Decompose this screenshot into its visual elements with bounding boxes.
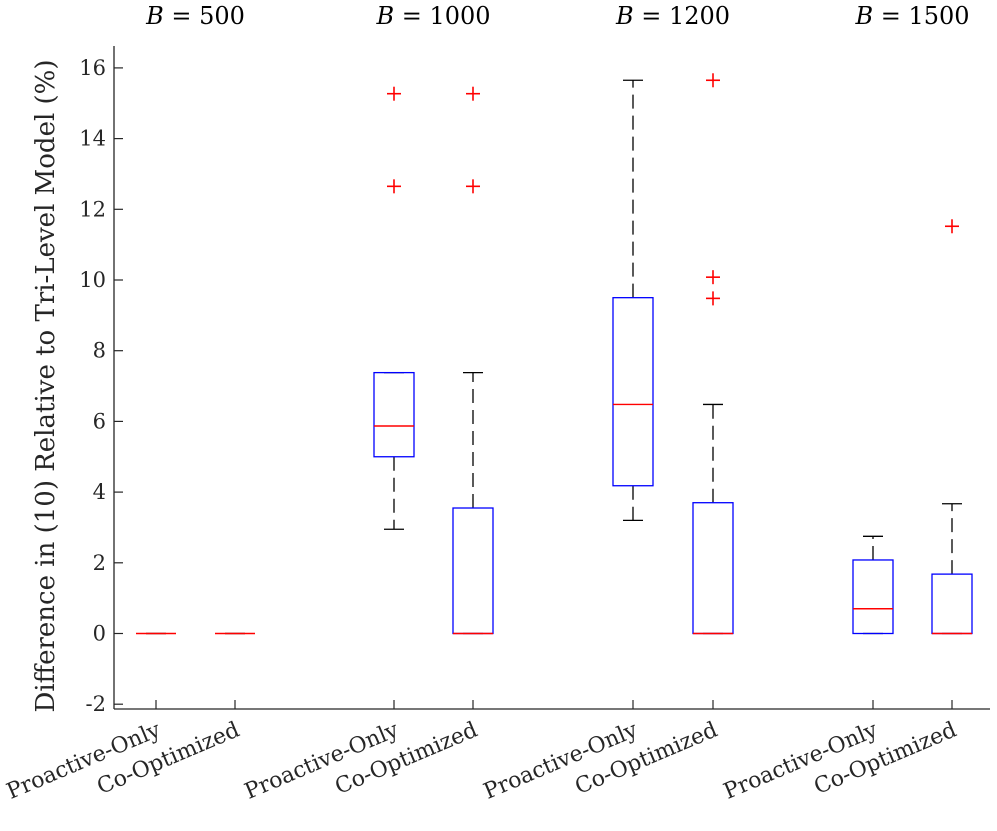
group-title-var: B xyxy=(375,2,394,30)
y-tick-label: 4 xyxy=(93,480,106,504)
y-tick-label: 16 xyxy=(79,56,106,80)
outlier-marker xyxy=(706,270,720,285)
box-iqr xyxy=(612,297,654,487)
group-titles: B = 500 B = 1000 B = 1200 B = 1500 xyxy=(145,2,969,30)
group-title-eq: = xyxy=(634,2,669,30)
outlier-marker xyxy=(387,86,401,101)
y-tick-label: 8 xyxy=(93,339,106,363)
y-axis: -2 0 2 4 6 8 10 12 14 16 xyxy=(79,46,123,716)
box-iqr xyxy=(452,507,494,635)
outlier-marker xyxy=(706,73,720,88)
box-iqr xyxy=(852,559,894,635)
group-title-eq: = xyxy=(394,2,429,30)
y-axis-label: Difference in (10) Relative to Tri-Level… xyxy=(31,59,61,712)
group-title: B = 1000 xyxy=(375,2,490,30)
outlier-marker xyxy=(387,179,401,194)
group-title-var: B xyxy=(145,2,164,30)
box-iqr xyxy=(931,573,973,635)
group-title-var: B xyxy=(615,2,634,30)
box-iqr xyxy=(692,502,734,635)
y-tick-label: 2 xyxy=(93,551,106,575)
y-tick-label: 6 xyxy=(93,409,106,433)
group-title: B = 500 xyxy=(145,2,245,30)
outlier-marker xyxy=(466,179,480,194)
y-tick-label: 10 xyxy=(79,268,106,292)
y-tick-label: 12 xyxy=(79,197,106,221)
y-tick-label: -2 xyxy=(86,692,106,716)
outlier-marker xyxy=(466,86,480,101)
outlier-marker xyxy=(945,219,959,234)
group-title-value: 1500 xyxy=(908,2,969,30)
group-title-eq: = xyxy=(873,2,908,30)
plot-area xyxy=(136,73,973,635)
group-title-eq: = xyxy=(164,2,199,30)
outlier-marker xyxy=(706,291,720,306)
box-iqr xyxy=(373,371,415,458)
x-axis: Proactive-OnlyCo-OptimizedProactive-Only… xyxy=(3,700,990,805)
group-title: B = 1200 xyxy=(615,2,730,30)
group-title-var: B xyxy=(854,2,873,30)
group-title-value: 1000 xyxy=(429,2,490,30)
group-title-value: 500 xyxy=(199,2,245,30)
y-tick-label: 0 xyxy=(93,622,106,646)
group-title: B = 1500 xyxy=(854,2,969,30)
group-title-value: 1200 xyxy=(669,2,730,30)
y-tick-label: 14 xyxy=(79,127,106,151)
